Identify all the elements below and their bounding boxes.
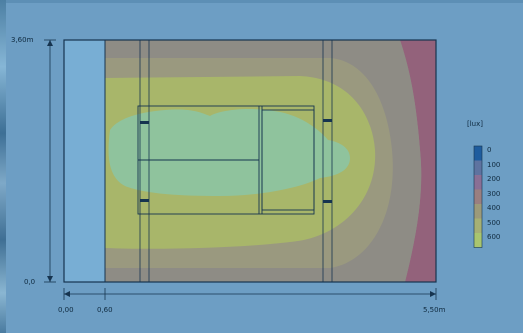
legend-label: 500 bbox=[487, 218, 501, 227]
bracket bbox=[140, 121, 149, 124]
iso-zone-200 bbox=[400, 40, 436, 282]
legend-label: 400 bbox=[487, 204, 501, 212]
legend-label: 0 bbox=[487, 146, 492, 154]
top-edge bbox=[0, 0, 523, 3]
legend-label: 100 bbox=[487, 160, 501, 169]
legend-swatch bbox=[474, 146, 482, 161]
dim-label-width-end: 5,50m bbox=[423, 306, 446, 314]
desk-right bbox=[261, 109, 315, 211]
dim-label-height-top: 3,60m bbox=[11, 36, 34, 44]
legend-unit: [lux] bbox=[467, 120, 483, 128]
window-zone bbox=[64, 40, 105, 282]
dim-arrow-left bbox=[64, 291, 70, 297]
legend-bar-outline bbox=[473, 145, 483, 248]
bracket bbox=[323, 119, 332, 122]
legend-label: 300 bbox=[487, 189, 501, 198]
bracket bbox=[323, 200, 332, 203]
left-edge bbox=[0, 0, 6, 333]
legend-swatch bbox=[474, 189, 482, 204]
room-outline bbox=[63, 39, 437, 283]
legend-swatch bbox=[474, 233, 482, 248]
legend-label: 200 bbox=[487, 175, 501, 183]
legend-swatch bbox=[474, 160, 482, 175]
legend-swatch bbox=[474, 175, 482, 190]
legend-swatch bbox=[474, 218, 482, 233]
legend-swatch bbox=[474, 204, 482, 219]
legend-color-bar bbox=[473, 145, 483, 248]
legend-label: 600 bbox=[487, 233, 501, 241]
dim-label-width-split: 0,60 bbox=[97, 306, 113, 314]
dim-arrow-right bbox=[430, 291, 436, 297]
dim-label-width-start: 0,00 bbox=[58, 306, 74, 314]
iso-zone-600 bbox=[108, 109, 350, 196]
dim-arrow-top bbox=[47, 40, 53, 46]
dim-arrow-bottom bbox=[47, 276, 53, 282]
bracket bbox=[140, 199, 149, 202]
dim-label-height-bottom: 0,0 bbox=[24, 278, 36, 286]
